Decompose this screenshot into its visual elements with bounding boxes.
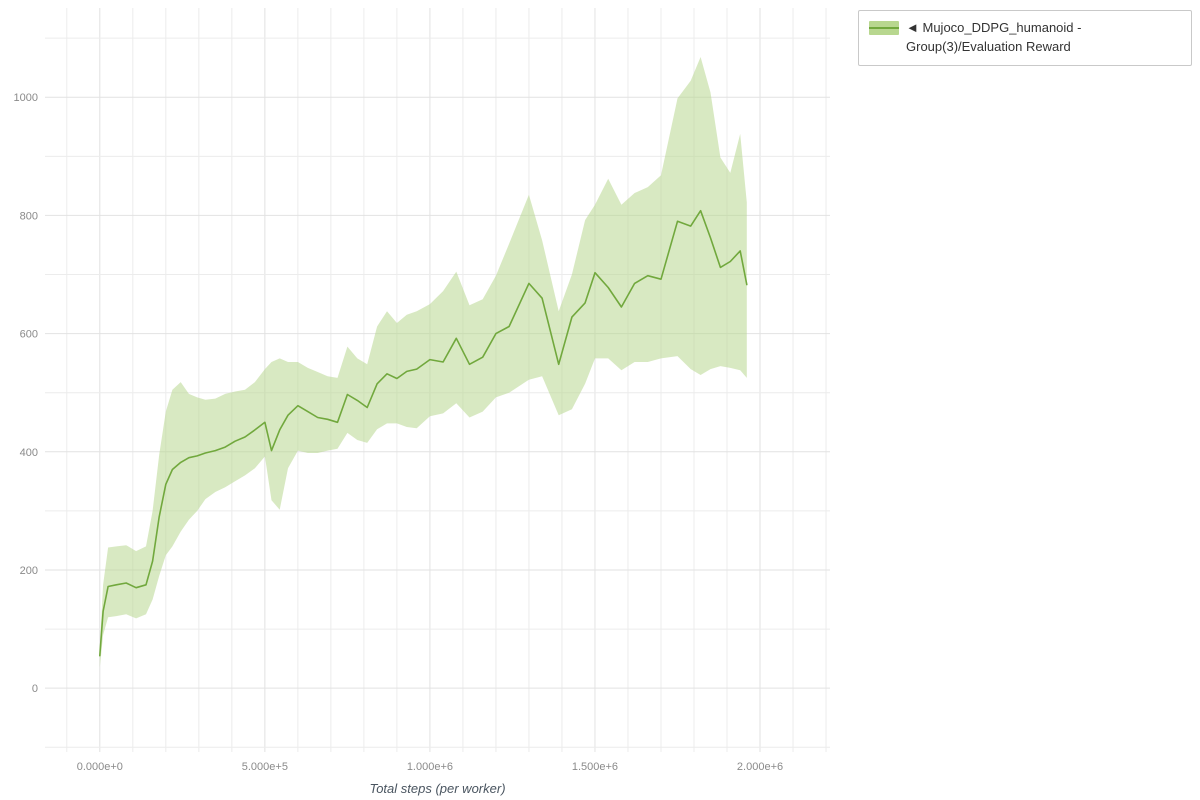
x-tick-label: 1.500e+6	[572, 761, 618, 773]
y-tick-label: 1000	[14, 92, 38, 104]
x-tick-label: 1.000e+6	[407, 761, 453, 773]
x-tick-label: 0.000e+0	[77, 761, 123, 773]
y-tick-label: 800	[20, 210, 38, 222]
mean-line	[99, 209, 748, 657]
legend-item-evaluation-reward[interactable]: ◄ Mujoco_DDPG_humanoid - Group(3)/Evalua…	[869, 19, 1181, 57]
legend-collapse-icon[interactable]: ◄	[906, 20, 919, 35]
x-tick-label: 5.000e+5	[242, 761, 288, 773]
chart-tick-labels: 0.000e+0 5.000e+5 1.000e+6 1.500e+6 2.000e+6…	[14, 92, 784, 773]
y-tick-label: 0	[32, 683, 38, 695]
legend-series-name: Mujoco_DDPG_humanoid - Group(3)/Evaluati…	[906, 20, 1082, 54]
y-tick-label: 600	[20, 329, 38, 341]
y-tick-label: 200	[20, 565, 38, 577]
legend-label: ◄ Mujoco_DDPG_humanoid - Group(3)/Evalua…	[906, 19, 1181, 57]
y-tick-label: 400	[20, 447, 38, 459]
chart-legend: ◄ Mujoco_DDPG_humanoid - Group(3)/Evalua…	[858, 10, 1192, 66]
legend-line-swatch	[869, 27, 899, 29]
legend-band-swatch	[869, 21, 899, 35]
x-tick-label: 2.000e+6	[737, 761, 783, 773]
confidence-band	[99, 57, 747, 668]
